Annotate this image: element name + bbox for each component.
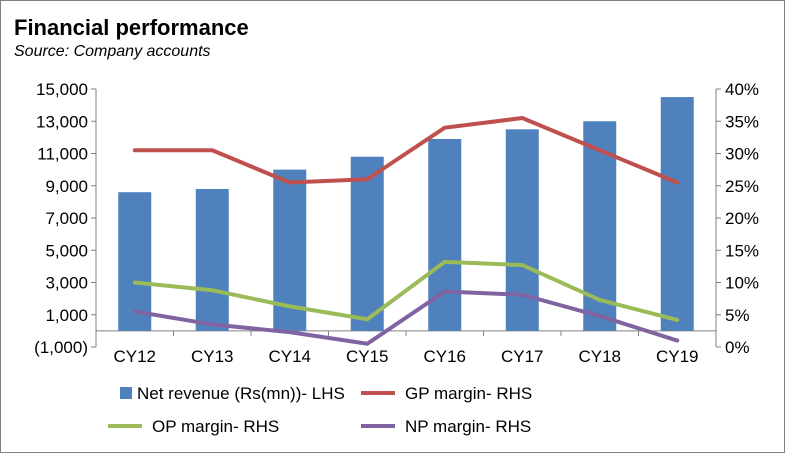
left-axis-tick-label: 11,000	[37, 145, 88, 164]
right-axis-tick-label: 0%	[725, 338, 750, 357]
x-axis-tick-label: CY12	[113, 347, 156, 366]
line-series-1	[132, 116, 680, 185]
bar-net-revenue	[195, 188, 229, 331]
tick-labels-group: (1,000) 1,000 3,000 5,000 7,000 9,000 11,000 13…	[34, 80, 759, 366]
legend-swatch-bar	[120, 387, 132, 399]
bar-net-revenue	[350, 156, 384, 331]
left-axis-tick-label: 1,000	[45, 306, 88, 325]
legend-label: Net revenue (Rs(mn))- LHS	[137, 384, 345, 403]
left-axis-tick-label: 13,000	[36, 112, 88, 131]
x-axis-tick-label: CY18	[578, 347, 621, 366]
x-axis-tick-label: CY19	[656, 347, 699, 366]
bar-series-group	[118, 97, 694, 331]
x-axis-tick-label: CY17	[501, 347, 544, 366]
right-axis-tick-label: 25%	[725, 177, 759, 196]
right-axis-tick-label: 10%	[725, 274, 759, 293]
left-axis-tick-label: 15,000	[36, 80, 88, 99]
left-axis-tick-label: 3,000	[45, 274, 88, 293]
chart-subtitle: Source: Company accounts	[14, 43, 211, 60]
line-series-3	[132, 289, 680, 346]
x-axis-tick-label: CY15	[346, 347, 389, 366]
line-series-group	[132, 116, 680, 346]
left-axis-tick-label: 9,000	[45, 177, 88, 196]
right-axis-tick-label: 5%	[725, 306, 750, 325]
left-axis-tick-label: 7,000	[45, 209, 88, 228]
right-axis-tick-label: 15%	[725, 241, 759, 260]
left-axis-tick-label: (1,000)	[34, 338, 88, 357]
x-axis-tick-label: CY16	[423, 347, 466, 366]
chart-legend: Net revenue (Rs(mn))- LHS GP margin- RHS O…	[108, 384, 532, 436]
right-axis-tick-label: 20%	[725, 209, 759, 228]
bar-net-revenue	[428, 138, 462, 331]
x-axis-tick-label: CY13	[191, 347, 234, 366]
legend-label: NP margin- RHS	[405, 417, 531, 436]
bar-net-revenue	[505, 129, 539, 331]
bar-net-revenue	[118, 192, 152, 331]
bar-net-revenue	[660, 97, 694, 331]
legend-label: OP margin- RHS	[152, 417, 279, 436]
legend-label: GP margin- RHS	[405, 384, 532, 403]
right-axis-tick-label: 35%	[725, 112, 759, 131]
right-axis-tick-label: 30%	[725, 145, 759, 164]
chart-title: Financial performance	[14, 15, 249, 40]
left-axis-tick-label: 5,000	[45, 241, 88, 260]
x-axis-tick-label: CY14	[268, 347, 311, 366]
right-axis-tick-label: 40%	[725, 80, 759, 99]
line-series-2	[132, 259, 680, 322]
